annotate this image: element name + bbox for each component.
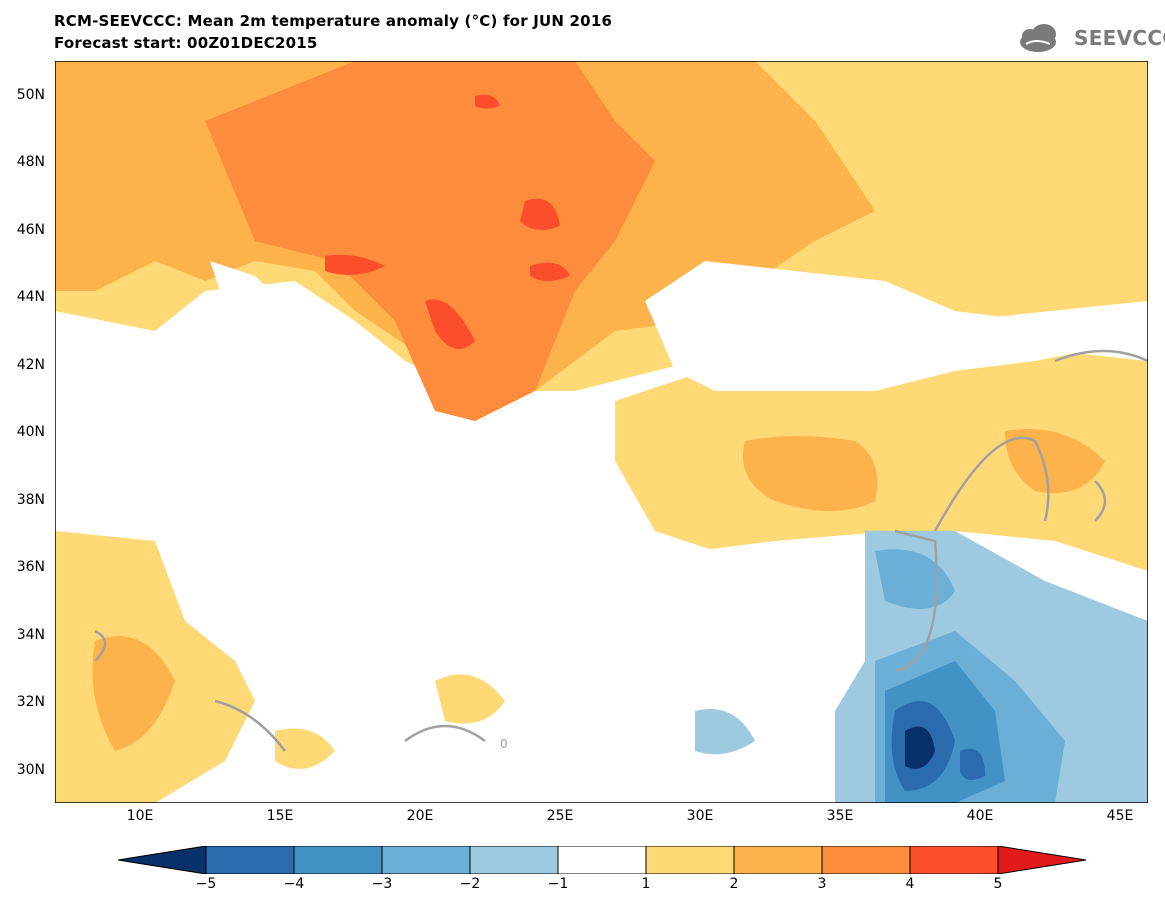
anomaly-region-3to4-balkans xyxy=(205,61,655,421)
colorbar-label-4: 4 xyxy=(905,876,915,892)
lon-label-30e: 30E xyxy=(686,808,714,824)
lon-label-10e: 10E xyxy=(126,808,154,824)
lat-label-34n: 34N xyxy=(16,627,45,643)
lat-label-30n: 30N xyxy=(16,762,45,778)
colorbar-cell xyxy=(557,846,647,874)
zero-contour-label: 0 xyxy=(500,737,508,751)
colorbar-label-neg2: −2 xyxy=(459,876,481,892)
colorbar-max-triangle xyxy=(997,846,1086,874)
colorbar-cell xyxy=(381,846,471,874)
colorbar-label-neg5: −5 xyxy=(195,876,217,892)
colorbar-label-neg1: −1 xyxy=(547,876,569,892)
colorbar xyxy=(118,846,1086,874)
lat-label-36n: 36N xyxy=(16,559,45,575)
anomaly-region-1to2-north-africa xyxy=(55,531,505,803)
lat-label-44n: 44N xyxy=(16,289,45,305)
colorbar-min-triangle xyxy=(118,846,207,874)
colorbar-cell xyxy=(205,846,295,874)
anomaly-region-1to2-anatolia xyxy=(615,351,1148,571)
temperature-anomaly-map: 0 xyxy=(55,61,1148,803)
lat-label-32n: 32N xyxy=(16,694,45,710)
lon-label-35e: 35E xyxy=(826,808,854,824)
anomaly-region-2to3-anatolia xyxy=(743,429,1105,511)
colorbar-label-3: 3 xyxy=(817,876,827,892)
colorbar-cell xyxy=(645,846,735,874)
colorbar-cell xyxy=(733,846,823,874)
lon-label-45e: 45E xyxy=(1106,808,1134,824)
anomaly-region-4to5-hotspots xyxy=(325,94,570,349)
lon-label-40e: 40E xyxy=(966,808,994,824)
lon-label-25e: 25E xyxy=(546,808,574,824)
colorbar-label-neg3: −3 xyxy=(371,876,393,892)
colorbar-label-neg4: −4 xyxy=(283,876,305,892)
logo-text: SEEVCCC xyxy=(1074,26,1165,50)
lat-label-48n: 48N xyxy=(16,154,45,170)
zero-contour-line xyxy=(94,349,1148,752)
mediterranean-sea xyxy=(175,441,885,741)
colorbar-cell xyxy=(293,846,383,874)
anomaly-region-2to3-north-africa xyxy=(92,636,175,751)
colorbar-cell xyxy=(909,846,999,874)
colorbar-cell xyxy=(469,846,559,874)
colorbar-label-5: 5 xyxy=(993,876,1003,892)
cloud-logo-icon xyxy=(1020,24,1056,52)
lat-label-38n: 38N xyxy=(16,492,45,508)
colorbar-label-2: 2 xyxy=(729,876,739,892)
lat-label-40n: 40N xyxy=(16,424,45,440)
forecast-start-subtitle: Forecast start: 00Z01DEC2015 xyxy=(54,34,318,52)
map-title: RCM-SEEVCCC: Mean 2m temperature anomaly… xyxy=(54,12,613,30)
anomaly-region-below-neg5-middle-east xyxy=(905,726,935,769)
lon-label-15e: 15E xyxy=(266,808,294,824)
lat-label-42n: 42N xyxy=(16,357,45,373)
lat-label-50n: 50N xyxy=(16,87,45,103)
colorbar-cell xyxy=(821,846,911,874)
black-sea xyxy=(645,261,1085,391)
lon-label-20e: 20E xyxy=(406,808,434,824)
lat-label-46n: 46N xyxy=(16,222,45,238)
adriatic-sea xyxy=(210,261,415,461)
colorbar-label-1: 1 xyxy=(641,876,651,892)
tyrrhenian-sea xyxy=(55,311,315,541)
